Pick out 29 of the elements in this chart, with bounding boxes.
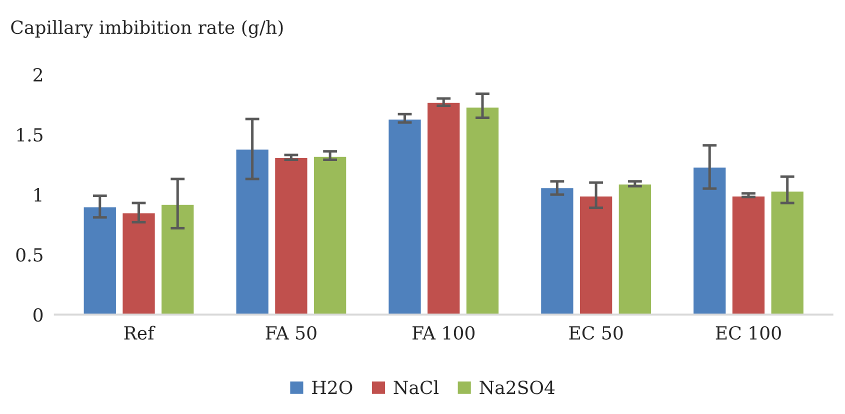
- y-tick-label: 1.5: [17, 128, 42, 142]
- x-tick-label: Ref: [124, 326, 156, 340]
- bar: [234, 148, 270, 315]
- x-tick-label: EC 50: [569, 326, 623, 340]
- x-tick-label: EC 100: [716, 326, 781, 340]
- y-tick-label: 0.5: [16, 248, 42, 262]
- legend-label: H2O: [312, 380, 352, 394]
- y-tick-label: 1: [34, 188, 42, 202]
- bar: [160, 203, 196, 315]
- y-axis-title: Capillary imbibition rate (g/h): [11, 20, 283, 38]
- bar: [617, 183, 652, 315]
- bar: [82, 206, 118, 315]
- bar: [312, 155, 348, 315]
- bar: [692, 166, 728, 315]
- bar: [540, 186, 575, 315]
- bar: [121, 212, 156, 315]
- x-tick-label: FA 100: [412, 326, 475, 340]
- bar: [578, 195, 614, 315]
- y-tick-label: 2: [34, 68, 42, 82]
- x-tick-label: FA 50: [266, 326, 316, 340]
- bar: [770, 190, 805, 315]
- bar: [274, 156, 309, 315]
- legend-label: Na2SO4: [480, 380, 555, 394]
- y-tick-label: 0: [34, 308, 43, 322]
- bar: [465, 106, 500, 315]
- bar: [387, 118, 422, 315]
- legend-label: NaCl: [394, 380, 439, 394]
- bar: [731, 195, 766, 315]
- bar: [426, 101, 462, 315]
